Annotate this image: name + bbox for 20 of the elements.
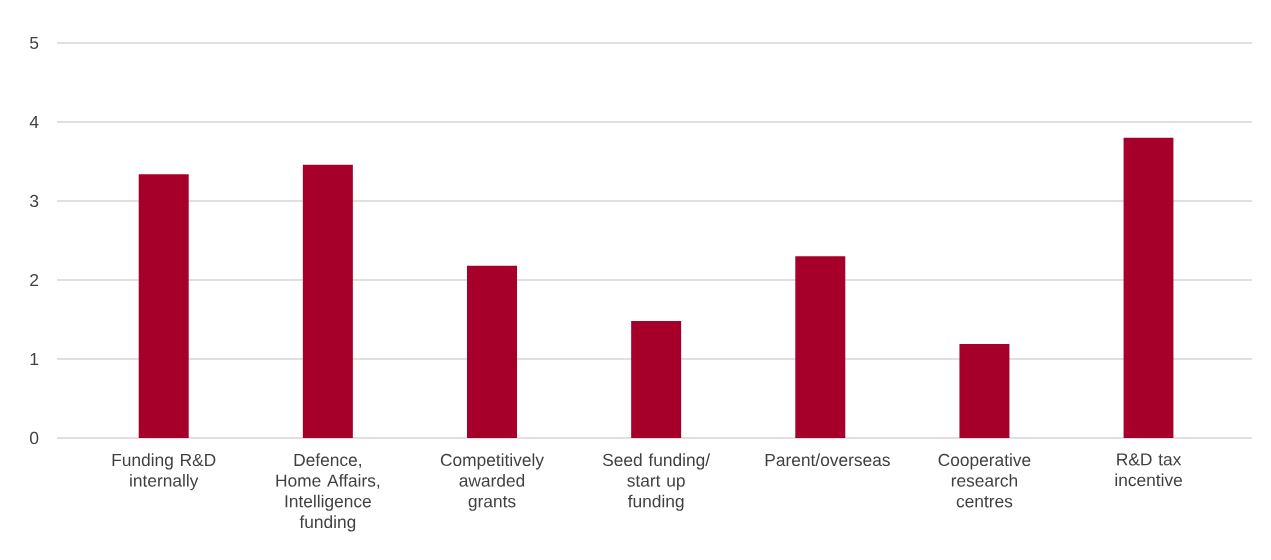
bar bbox=[467, 265, 517, 438]
bar bbox=[795, 256, 846, 438]
x-tick-label: Seed funding/ start up funding bbox=[602, 453, 711, 511]
x-tick-label: R&D tax incentive bbox=[1115, 453, 1182, 487]
x-tick-label: Cooperative research centres bbox=[938, 453, 1031, 508]
bar bbox=[302, 164, 353, 438]
bar bbox=[959, 343, 1010, 438]
x-tick-label: Defence, Home Affairs, Intelligence funding bbox=[276, 453, 380, 532]
y-tick-label: 3 bbox=[30, 194, 39, 208]
y-tick-label: 4 bbox=[29, 116, 39, 128]
x-tick-label: Competitively awarded grants bbox=[440, 453, 544, 511]
y-tick-label: 1 bbox=[30, 353, 39, 365]
y-tick-label: 2 bbox=[30, 273, 39, 287]
bar bbox=[631, 321, 682, 438]
x-tick-label: Funding R&D internally bbox=[112, 453, 216, 491]
x-tick-label: Parent/overseas bbox=[765, 453, 890, 467]
bar bbox=[138, 174, 189, 438]
bar bbox=[1123, 137, 1174, 438]
y-tick-label: 0 bbox=[30, 431, 39, 445]
y-tick-label: 5 bbox=[30, 36, 39, 50]
